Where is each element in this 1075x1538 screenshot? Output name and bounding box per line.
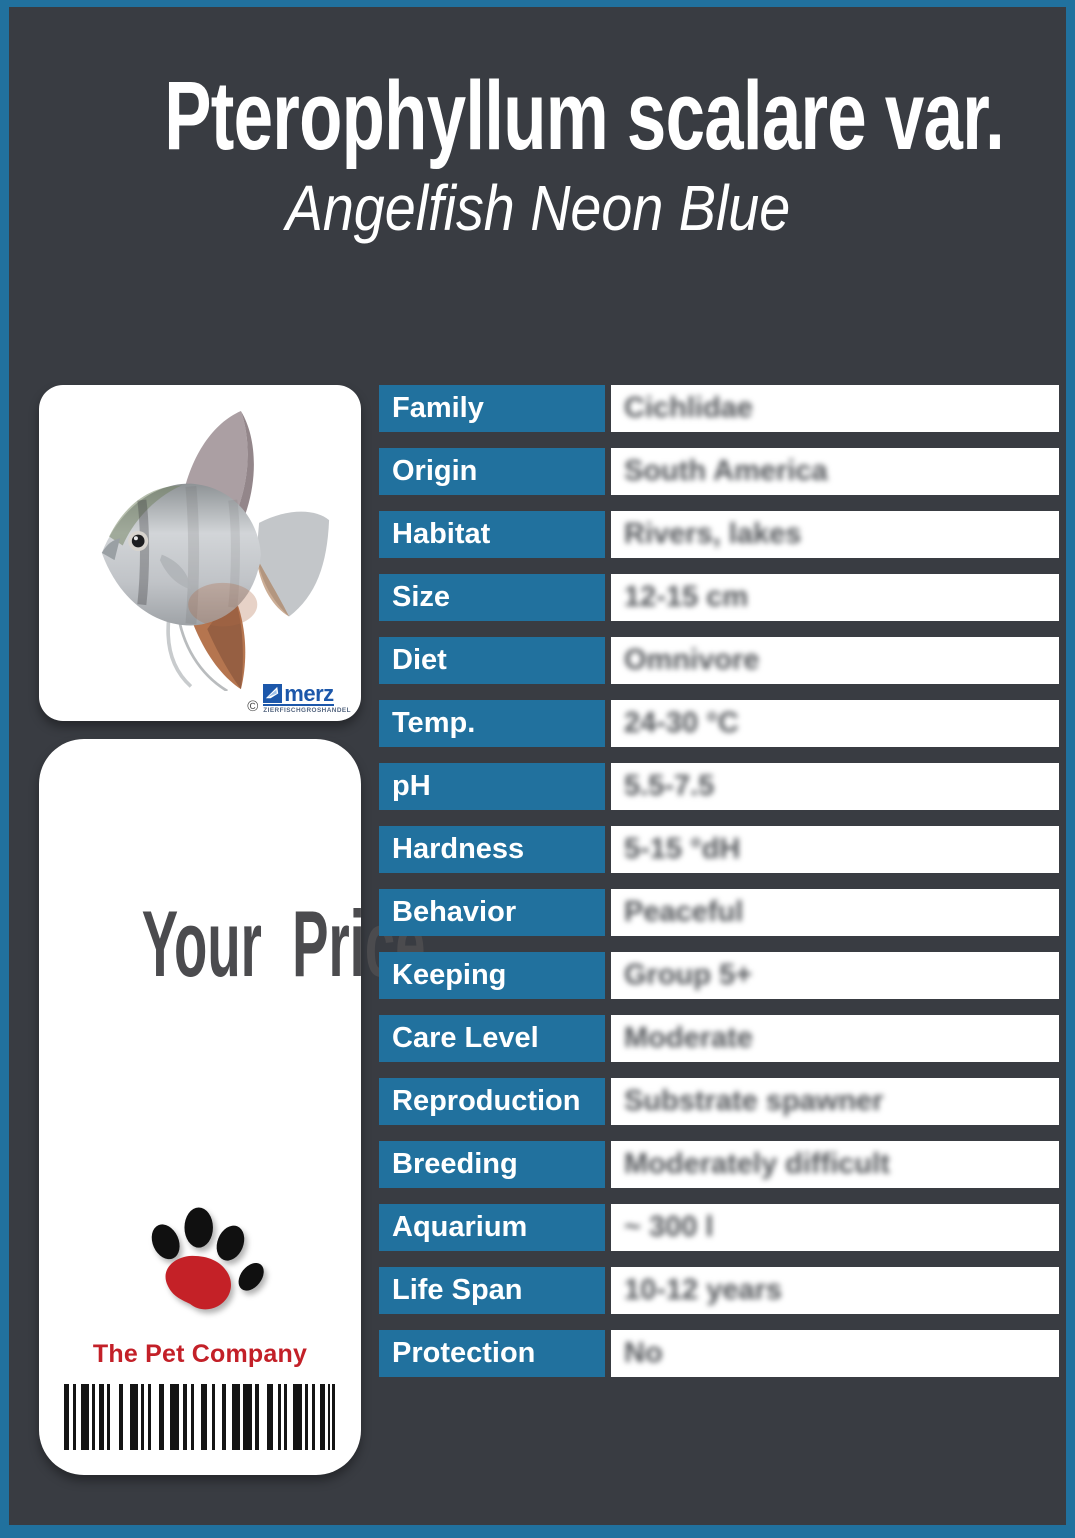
- table-row: Breeding Moderately difficult: [379, 1141, 1059, 1188]
- table-row: Aquarium ~ 300 l: [379, 1204, 1059, 1251]
- price-placeholder-text: Your Price: [141, 891, 426, 996]
- row-value: Rivers, lakes: [611, 511, 1059, 558]
- common-name: Angelfish Neon Blue: [285, 172, 790, 244]
- table-row: Reproduction Substrate spawner: [379, 1078, 1059, 1125]
- table-row: Life Span 10-12 years: [379, 1267, 1059, 1314]
- merz-fish-icon: [263, 683, 283, 703]
- row-value: Moderate: [611, 1015, 1059, 1062]
- row-value-text: 10-12 years: [624, 1274, 783, 1306]
- barcode: [64, 1384, 335, 1450]
- page-title: Pterophyllum scalare var.: [9, 65, 1066, 167]
- merz-wordmark: merz: [284, 681, 334, 707]
- row-value-text: Substrate spawner: [624, 1085, 884, 1117]
- angelfish-image: [101, 411, 330, 691]
- row-value: 5.5-7.5: [611, 763, 1059, 810]
- row-value-text: South America: [624, 455, 828, 487]
- row-value-text: ~ 300 l: [624, 1211, 714, 1243]
- paw-icon: [151, 1207, 264, 1310]
- merz-logo-row: merz: [263, 681, 334, 707]
- merz-tagline: ZIERFISCHGROSHANDEL: [263, 707, 351, 714]
- row-value: 5-15 °dH: [611, 826, 1059, 873]
- table-row: Hardness 5-15 °dH: [379, 826, 1059, 873]
- row-value-text: 5.5-7.5: [624, 770, 715, 802]
- table-row: Behavior Peaceful: [379, 889, 1059, 936]
- table-row: Family Cichlidae: [379, 385, 1059, 432]
- row-value: Substrate spawner: [611, 1078, 1059, 1125]
- table-row: Size 12-15 cm: [379, 574, 1059, 621]
- table-row: Temp. 24-30 °C: [379, 700, 1059, 747]
- row-label: Reproduction: [379, 1078, 605, 1125]
- row-label: Aquarium: [379, 1204, 605, 1251]
- brand-name: The Pet Company: [92, 1340, 308, 1368]
- row-label: Origin: [379, 448, 605, 495]
- row-value-text: Omnivore: [624, 644, 760, 676]
- row-value-text: Cichlidae: [624, 392, 753, 424]
- row-label: Temp.: [379, 700, 605, 747]
- table-row: Origin South America: [379, 448, 1059, 495]
- species-name: Pterophyllum scalare var.: [164, 61, 1005, 170]
- price-placeholder: Your Price: [39, 897, 426, 991]
- row-value-text: Moderate: [624, 1022, 753, 1054]
- table-row: Diet Omnivore: [379, 637, 1059, 684]
- row-value-text: 12-15 cm: [624, 581, 749, 613]
- row-value-text: Peaceful: [624, 896, 744, 928]
- row-label: Life Span: [379, 1267, 605, 1314]
- page-subtitle: Angelfish Neon Blue: [9, 172, 1066, 244]
- row-label: Family: [379, 385, 605, 432]
- row-value: Moderately difficult: [611, 1141, 1059, 1188]
- copyright-symbol: ©: [247, 698, 259, 715]
- row-label: Diet: [379, 637, 605, 684]
- merz-logo: merz ZIERFISCHGROSHANDEL: [263, 681, 351, 714]
- row-value: 10-12 years: [611, 1267, 1059, 1314]
- table-row: Care Level Moderate: [379, 1015, 1059, 1062]
- price-box: Your Price The Pet Company: [39, 739, 426, 1475]
- row-label: Care Level: [379, 1015, 605, 1062]
- row-value: 24-30 °C: [611, 700, 1059, 747]
- row-label: Hardness: [379, 826, 605, 873]
- row-label: pH: [379, 763, 605, 810]
- row-label: Keeping: [379, 952, 605, 999]
- table-row: Habitat Rivers, lakes: [379, 511, 1059, 558]
- spec-table: Family Cichlidae Origin South America Ha…: [379, 385, 1059, 1377]
- row-value: Peaceful: [611, 889, 1059, 936]
- row-value: Cichlidae: [611, 385, 1059, 432]
- row-value: Omnivore: [611, 637, 1059, 684]
- table-row: Protection No: [379, 1330, 1059, 1377]
- photo-credit: © merz ZIERFISCHGROSHANDEL: [247, 681, 351, 715]
- fish-photo-box: © merz ZIERFISCHGROSHANDEL: [39, 385, 361, 721]
- row-value: South America: [611, 448, 1059, 495]
- row-value-text: Moderately difficult: [624, 1148, 890, 1180]
- row-value: No: [611, 1330, 1059, 1377]
- row-value-text: No: [624, 1337, 663, 1369]
- row-label: Habitat: [379, 511, 605, 558]
- row-label: Breeding: [379, 1141, 605, 1188]
- row-value-text: Group 5+: [624, 959, 753, 991]
- row-value: ~ 300 l: [611, 1204, 1059, 1251]
- row-label: Size: [379, 574, 605, 621]
- table-row: pH 5.5-7.5: [379, 763, 1059, 810]
- row-value-text: 24-30 °C: [624, 707, 739, 739]
- row-value: Group 5+: [611, 952, 1059, 999]
- table-row: Keeping Group 5+: [379, 952, 1059, 999]
- row-value-text: 5-15 °dH: [624, 833, 741, 865]
- row-value: 12-15 cm: [611, 574, 1059, 621]
- row-label: Behavior: [379, 889, 605, 936]
- row-value-text: Rivers, lakes: [624, 518, 802, 550]
- row-label: Protection: [379, 1330, 605, 1377]
